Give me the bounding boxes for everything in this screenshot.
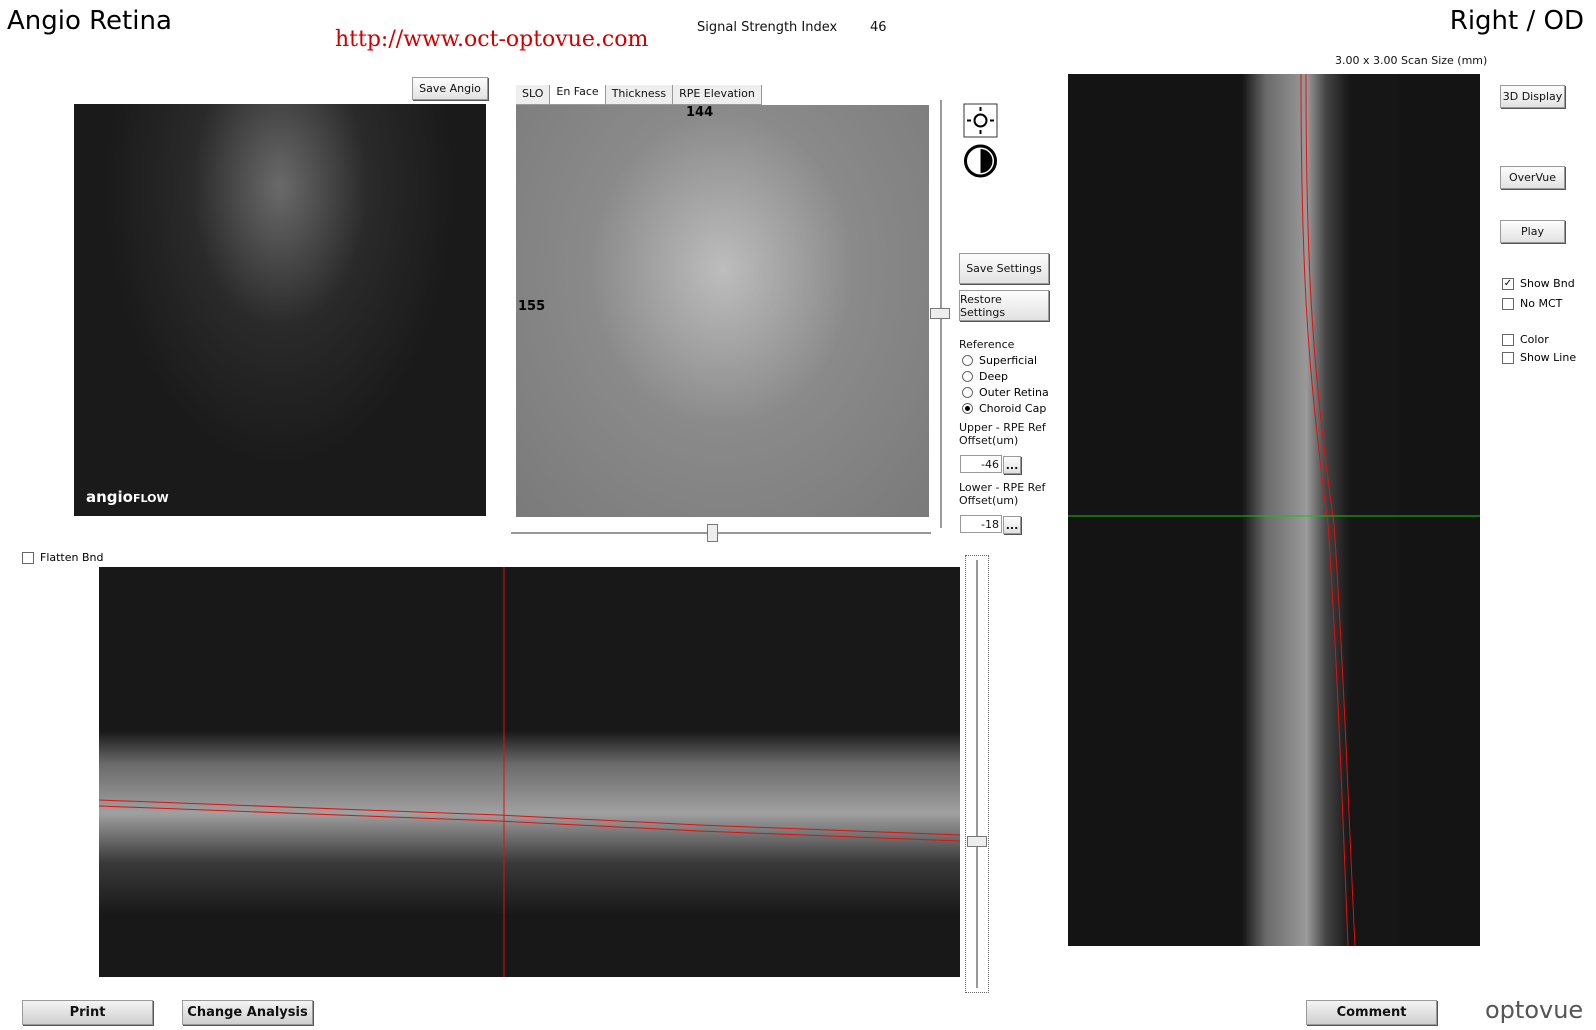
upper-label: Upper - RPE Ref Offset(um) <box>959 421 1046 447</box>
signal-label: Signal Strength Index <box>697 20 838 35</box>
radio-label: Superficial <box>979 354 1038 367</box>
checkbox-box <box>1502 333 1514 346</box>
slow-bscan-image <box>1068 74 1480 946</box>
checkbox-label: Show Line <box>1520 351 1577 364</box>
tab[interactable]: SLO <box>516 85 551 104</box>
logo-main: angio <box>86 488 133 506</box>
tab[interactable]: En Face <box>550 85 606 104</box>
side-checkbox[interactable]: No MCT <box>1502 297 1562 310</box>
lower-input[interactable]: -18 <box>960 515 1002 533</box>
v-slider[interactable] <box>930 100 950 528</box>
print-button[interactable]: Print <box>22 1000 153 1025</box>
side-checkbox[interactable]: Show Line <box>1502 351 1576 364</box>
flatten-label: Flatten Bnd <box>40 551 104 564</box>
flatten-checkbox[interactable]: Flatten Bnd <box>22 551 104 564</box>
side-checkbox[interactable]: ✓ Show Bnd <box>1502 277 1575 290</box>
checkbox-label: Color <box>1520 333 1549 346</box>
checkbox-box <box>1502 351 1514 364</box>
side-button[interactable]: OverVue <box>1500 166 1565 189</box>
comment-button[interactable]: Comment <box>1306 1000 1437 1025</box>
lower-more-button[interactable]: ... <box>1003 516 1021 534</box>
reference-radio[interactable]: Outer Retina <box>962 386 1049 399</box>
side-checkbox[interactable]: Color <box>1502 333 1549 346</box>
save-settings-button[interactable]: Save Settings <box>959 253 1049 284</box>
angioflow-logo: angioFLOW <box>86 488 169 506</box>
h-slider[interactable] <box>511 524 931 542</box>
reference-label: Reference <box>959 338 1015 351</box>
watermark-url: http://www.oct-optovue.com <box>335 27 649 52</box>
brand-logo: optovue <box>1485 996 1584 1024</box>
checkbox-box: ✓ <box>1502 277 1514 290</box>
eye-label: Right / OD <box>1449 6 1584 36</box>
angio-image: angioFLOW <box>74 104 486 516</box>
upper-input[interactable]: -46 <box>960 455 1002 473</box>
tab[interactable]: Thickness <box>605 85 674 104</box>
radio-label: Deep <box>979 370 1008 383</box>
checkbox-box <box>1502 297 1514 310</box>
radio-circle <box>962 355 973 366</box>
left-label: 155 <box>518 299 546 314</box>
reference-radio[interactable]: Deep <box>962 370 1008 383</box>
radio-circle <box>962 403 973 414</box>
depth-slider[interactable] <box>965 555 989 993</box>
radio-label: Choroid Cap <box>979 402 1047 415</box>
side-button[interactable]: Play <box>1500 220 1565 243</box>
tab-bar: SLO En Face Thickness RPE Elevation <box>516 85 762 105</box>
image-tools[interactable] <box>963 103 999 179</box>
radio-circle <box>962 371 973 382</box>
radio-label: Outer Retina <box>979 386 1049 399</box>
side-button[interactable]: 3D Display <box>1500 85 1565 108</box>
save-angio-button[interactable]: Save Angio <box>412 77 488 100</box>
fast-bscan-image <box>99 567 960 977</box>
tab[interactable]: RPE Elevation <box>673 85 762 104</box>
reference-radio[interactable]: Choroid Cap <box>962 402 1046 415</box>
scan-size: 3.00 x 3.00 Scan Size (mm) <box>1335 54 1488 67</box>
signal-value: 46 <box>870 20 887 35</box>
app-title: Angio Retina <box>7 6 172 36</box>
lower-label: Lower - RPE Ref Offset(um) <box>959 481 1046 507</box>
logo-sub: FLOW <box>133 492 169 505</box>
radio-circle <box>962 387 973 398</box>
checkbox-label: Show Bnd <box>1520 277 1575 290</box>
restore-settings-button[interactable]: Restore Settings <box>959 290 1049 321</box>
enface-image: 144 155 <box>516 105 929 517</box>
upper-more-button[interactable]: ... <box>1003 456 1021 474</box>
reference-radio[interactable]: Superficial <box>962 354 1037 367</box>
change-analysis-button[interactable]: Change Analysis <box>182 1000 313 1025</box>
top-label: 144 <box>686 105 714 120</box>
checkbox-label: No MCT <box>1520 297 1563 310</box>
